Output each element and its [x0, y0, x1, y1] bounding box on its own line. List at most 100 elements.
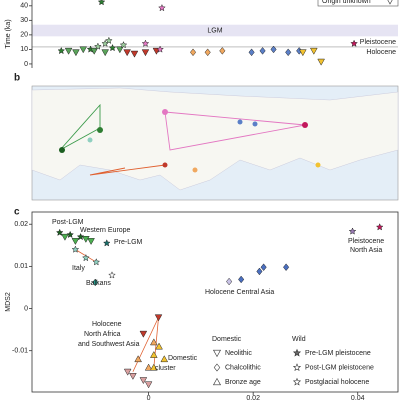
point: [119, 40, 128, 49]
point: [123, 49, 131, 57]
point: [160, 355, 169, 363]
point: [108, 43, 117, 52]
point: [150, 363, 158, 371]
annotation: Pleistocene: [348, 238, 384, 245]
point: [108, 271, 116, 279]
y-tick-label: 10: [20, 46, 28, 53]
point: [226, 277, 233, 286]
annotation: Pre-LGM: [114, 239, 143, 246]
point: [144, 381, 153, 389]
point: [317, 58, 325, 66]
point: [155, 342, 163, 350]
point: [259, 47, 266, 55]
point: [299, 49, 307, 57]
legend-label: Pre-LGM pleistocene: [305, 350, 371, 357]
legend-label: Chalcolithic: [225, 364, 261, 371]
annotation: Holocene: [92, 321, 122, 328]
map-links: [59, 103, 306, 176]
point: [71, 245, 80, 253]
point: [150, 350, 158, 358]
legend-symbol: [212, 349, 222, 358]
legend-title: Wild: [292, 336, 306, 343]
point: [144, 363, 153, 371]
point: [123, 368, 132, 376]
annotation: North Asia: [350, 247, 382, 254]
y-tick-label: 0.01: [14, 263, 28, 270]
point: [158, 3, 166, 12]
plot-frame: [31, 211, 399, 393]
point: [130, 50, 139, 58]
point: [189, 48, 197, 57]
annotation: Western Europe: [80, 227, 131, 234]
legend-text: Origin unknown: [322, 0, 371, 5]
point: [238, 275, 245, 284]
lgm-band: [32, 24, 398, 37]
y-tick-label: 40: [20, 3, 28, 10]
y-tick-label: 0.02: [14, 221, 28, 228]
legend-symbol: [213, 363, 221, 372]
point: [139, 330, 148, 338]
point: [94, 42, 102, 50]
point: [204, 48, 211, 57]
annotation: Domestic: [168, 355, 198, 362]
point: [139, 377, 148, 385]
point: [256, 267, 263, 276]
legend-symbol: [212, 377, 222, 386]
point: [97, 0, 106, 6]
point: [90, 47, 99, 55]
x-tick-label: 0.04: [351, 395, 365, 400]
map-markers: [59, 109, 321, 173]
legend-symbol: [292, 363, 302, 371]
x-tick-label: 0.02: [246, 395, 260, 400]
legend-symbol: [292, 348, 302, 357]
y-tick-label: -0.01: [12, 348, 28, 355]
point: [105, 36, 113, 44]
point: [79, 46, 88, 54]
point: [141, 39, 150, 47]
point: [129, 373, 137, 380]
point: [150, 338, 158, 346]
point: [55, 228, 64, 236]
legend-label: Bronze age: [225, 379, 261, 386]
annotation: Italy: [72, 265, 85, 272]
panel-label: c: [14, 207, 20, 218]
point: [134, 355, 142, 363]
point: [141, 49, 150, 57]
point: [82, 253, 90, 262]
panel-label: b: [14, 73, 20, 84]
annotation: cluster: [155, 365, 176, 372]
point: [375, 223, 384, 231]
point: [348, 227, 357, 235]
y-axis-label: MDS2: [5, 292, 12, 312]
map-land: [31, 87, 399, 191]
x-tick-label: 0: [147, 395, 151, 400]
y-tick-label: 20: [20, 32, 28, 39]
boundary-label: Holocene: [366, 49, 396, 56]
point: [92, 258, 101, 266]
legend-title: Domestic: [212, 336, 242, 343]
legend-label: Post-LGM pleistocene: [305, 364, 374, 371]
point: [57, 46, 66, 55]
point: [154, 314, 163, 322]
point: [248, 48, 255, 57]
point: [64, 47, 73, 55]
legend-label: Postglacial holocene: [305, 379, 369, 386]
legend-label: Neolithic: [225, 350, 252, 357]
legend-box: [317, 0, 399, 7]
point: [72, 49, 80, 57]
annotation: Holocene Central Asia: [205, 289, 274, 296]
point: [87, 238, 95, 246]
point: [309, 47, 318, 55]
point: [156, 45, 164, 53]
point: [61, 233, 69, 241]
point: [92, 278, 99, 287]
point: [76, 232, 85, 241]
annotation: Post-LGM: [52, 219, 84, 226]
point: [102, 239, 111, 247]
legend-symbol: [387, 0, 393, 5]
point: [283, 263, 290, 272]
y-axis-label: Time (ka): [5, 19, 12, 48]
point: [82, 236, 90, 243]
point: [116, 46, 124, 54]
